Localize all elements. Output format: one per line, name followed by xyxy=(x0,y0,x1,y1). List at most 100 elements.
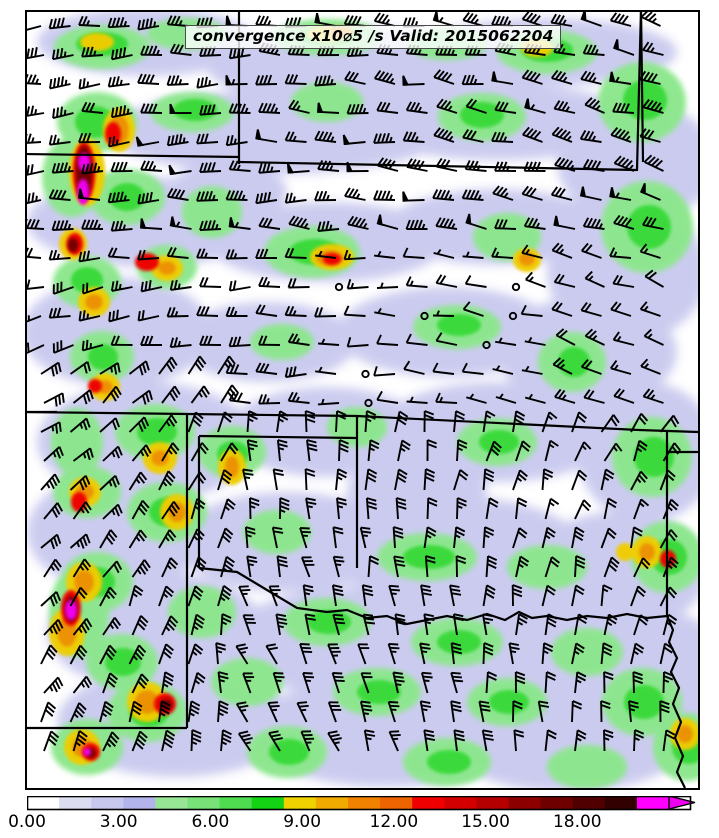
wind-barb xyxy=(456,439,468,462)
wind-barb xyxy=(52,106,74,120)
wind-barb xyxy=(335,410,347,433)
wind-barb xyxy=(522,126,543,143)
wind-barb xyxy=(137,17,160,31)
wind-barb xyxy=(220,729,232,752)
colorbar-cell xyxy=(315,796,349,809)
wind-barb xyxy=(511,282,521,292)
wind-barb xyxy=(27,25,42,31)
wind-barb xyxy=(639,243,661,259)
wind-barb xyxy=(600,700,611,723)
wind-barb xyxy=(603,497,618,520)
wind-barb xyxy=(228,103,251,114)
wind-barb xyxy=(491,131,514,143)
wind-barb xyxy=(287,391,310,404)
wind-barb xyxy=(612,102,635,114)
wind-barb xyxy=(432,12,455,27)
wind-barb xyxy=(600,468,615,491)
wind-barb xyxy=(402,131,425,143)
wind-barb xyxy=(466,393,487,404)
wind-barb xyxy=(244,526,256,549)
wind-barb xyxy=(225,75,248,86)
wind-barb xyxy=(140,280,163,293)
wind-barb xyxy=(334,282,344,292)
wind-barb xyxy=(423,613,435,636)
wind-barb xyxy=(544,671,556,694)
wind-barb xyxy=(169,337,192,349)
wind-barb xyxy=(317,220,340,232)
wind-barb xyxy=(544,729,557,752)
wind-barb xyxy=(242,672,255,694)
colorbar-swatches xyxy=(27,796,696,811)
wind-barb xyxy=(27,105,45,117)
wind-barb xyxy=(511,584,523,607)
wind-barb xyxy=(249,497,260,520)
wind-barb xyxy=(331,672,345,694)
wind-barb xyxy=(574,671,587,694)
wind-barb xyxy=(609,71,632,85)
colorbar-cell xyxy=(508,796,542,809)
wind-barb xyxy=(287,277,310,289)
wind-barb xyxy=(644,269,664,288)
wind-barb xyxy=(102,560,123,578)
wind-barb xyxy=(27,342,45,354)
wind-barb xyxy=(609,12,632,27)
wind-barb xyxy=(304,613,316,636)
wind-barb xyxy=(571,642,585,665)
wind-barb xyxy=(419,700,432,723)
wind-barb xyxy=(82,282,104,295)
wind-barb xyxy=(140,45,163,56)
wind-barb xyxy=(131,615,149,636)
wind-barb xyxy=(551,301,573,317)
wind-barb xyxy=(612,331,635,346)
wind-barb xyxy=(580,358,602,375)
wind-barb xyxy=(161,671,174,694)
wind-barb xyxy=(288,215,310,230)
wind-barb xyxy=(102,617,122,636)
wind-barb xyxy=(639,70,661,85)
wind-barb xyxy=(515,613,528,636)
wind-barb xyxy=(659,469,676,491)
wind-barb xyxy=(643,328,664,346)
colorbar: 0.00 3.00 6.00 9.00 12.00 15.00 18.00 xyxy=(0,796,719,838)
wind-barb xyxy=(364,410,377,433)
wind-barb xyxy=(72,558,92,578)
wind-barb xyxy=(196,76,219,89)
wind-barb xyxy=(27,247,42,259)
wind-barb xyxy=(402,75,425,86)
wind-barb xyxy=(235,643,249,665)
wind-barb xyxy=(99,586,117,607)
wind-barb xyxy=(72,447,94,462)
wind-barb xyxy=(642,98,664,114)
wind-barb xyxy=(187,700,201,723)
wind-barb xyxy=(166,306,189,318)
wind-barb xyxy=(43,502,64,520)
wind-barb xyxy=(78,188,101,201)
wind-barb xyxy=(520,304,543,317)
wind-barb xyxy=(360,672,373,694)
wind-barb xyxy=(521,365,543,375)
wind-barb xyxy=(376,282,399,289)
wind-barb xyxy=(361,584,374,607)
wind-barb xyxy=(359,700,373,723)
wind-barb xyxy=(465,98,487,114)
wind-barb xyxy=(554,388,576,404)
wind-barb xyxy=(552,357,573,375)
wind-barb xyxy=(639,301,661,317)
wind-barb xyxy=(574,613,588,636)
wind-barb xyxy=(220,384,239,404)
wind-barb xyxy=(574,729,587,752)
wind-barb xyxy=(436,98,458,114)
wind-barb xyxy=(462,251,484,259)
wind-barb xyxy=(481,729,494,752)
wind-barb xyxy=(574,499,592,520)
wind-barb xyxy=(420,671,433,694)
wind-barb xyxy=(521,244,543,259)
wind-barb xyxy=(465,213,487,230)
wind-barb xyxy=(521,69,543,85)
wind-barb xyxy=(453,410,466,433)
wind-barb xyxy=(332,526,344,549)
wind-barb xyxy=(376,214,399,230)
wind-barb xyxy=(27,315,42,323)
wind-barb xyxy=(158,643,175,665)
wind-barb xyxy=(346,337,369,348)
